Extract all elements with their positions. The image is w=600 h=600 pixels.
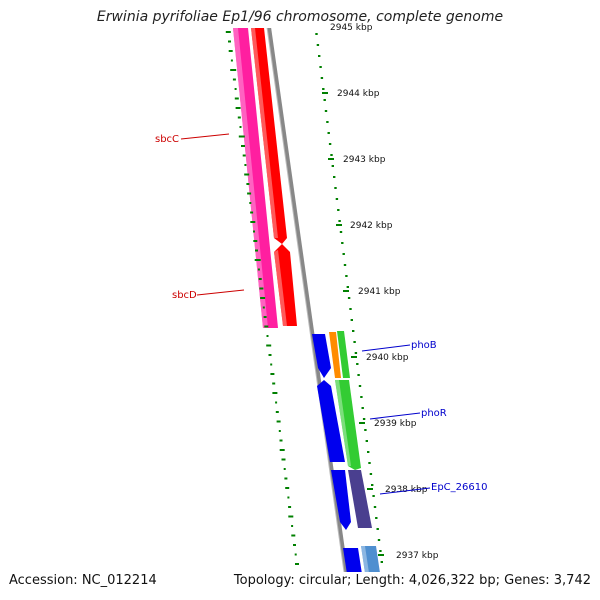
tick-label-2940: 2940 kbp (366, 353, 409, 363)
gene-label-sbcD: sbcD (172, 290, 197, 301)
gene-label-sbcC: sbcC (155, 134, 179, 145)
backbone-track (267, 28, 349, 572)
gene-label-phoR: phoR (421, 408, 447, 419)
tick-label-2941: 2941 kbp (358, 287, 401, 297)
gene-feature-blue-2 (317, 380, 345, 462)
tick-label-2942: 2942 kbp (350, 221, 393, 231)
scale-ticks (322, 92, 384, 556)
gene-feature-top-gray (295, 0, 309, 8)
gene-feature-top-blue (277, 0, 291, 8)
tick-label-2943: 2943 kbp (343, 155, 386, 165)
gene-feature-orange (329, 332, 341, 378)
tick-label-2939: 2939 kbp (374, 419, 417, 429)
gene-feature-blue-4 (343, 548, 362, 572)
gc-content-track (225, 31, 299, 565)
gene-feature-sbcD (274, 244, 297, 326)
gc-skew-track (315, 33, 383, 563)
tick-label-2937: 2937 kbp (396, 551, 439, 561)
tick-label-2945: 2945 kbp (330, 23, 373, 33)
gene-feature-EpC_26610 (348, 470, 372, 528)
gene-feature-phoB (337, 331, 350, 378)
accession-text: Accession: NC_012214 (9, 573, 157, 588)
map-title: Erwinia pyrifoliae Ep1/96 chromosome, co… (96, 9, 504, 25)
genome-summary-text: Topology: circular; Length: 4,026,322 bp… (233, 573, 591, 588)
tick-label-2938: 2938 kbp (385, 485, 428, 495)
gene-label-phoB: phoB (411, 340, 437, 351)
gene-feature-blue-1 (312, 334, 331, 378)
gene-feature-blue-3 (331, 470, 351, 530)
gene-label-EpC_26610: EpC_26610 (431, 482, 487, 493)
tick-label-2944: 2944 kbp (337, 89, 380, 99)
